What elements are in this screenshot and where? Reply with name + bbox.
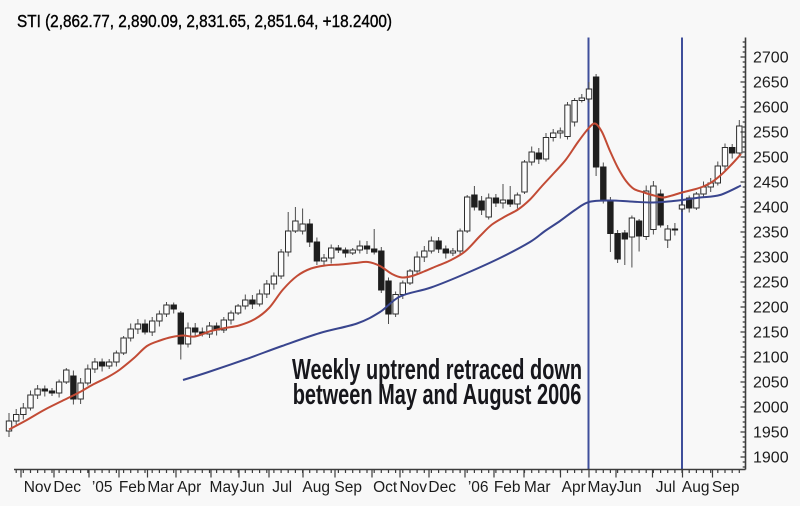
svg-text:May: May xyxy=(210,479,240,496)
svg-text:2650: 2650 xyxy=(753,75,789,92)
svg-text:Aug: Aug xyxy=(682,479,710,496)
svg-text:Jul: Jul xyxy=(272,479,292,496)
svg-text:Sep: Sep xyxy=(334,479,362,496)
svg-text:Nov: Nov xyxy=(24,479,52,496)
svg-text:Sep: Sep xyxy=(712,479,740,496)
svg-text:2450: 2450 xyxy=(753,175,789,192)
svg-text:2350: 2350 xyxy=(753,225,789,242)
svg-text:2600: 2600 xyxy=(753,100,789,117)
svg-text:’06: ’06 xyxy=(468,479,489,496)
svg-text:2300: 2300 xyxy=(753,250,789,267)
svg-text:Jul: Jul xyxy=(656,479,676,496)
svg-text:Mar: Mar xyxy=(524,479,551,496)
svg-text:Aug: Aug xyxy=(302,479,330,496)
svg-text:2250: 2250 xyxy=(753,275,789,292)
svg-text:2550: 2550 xyxy=(753,125,789,142)
svg-text:1900: 1900 xyxy=(753,450,789,467)
svg-text:2150: 2150 xyxy=(753,325,789,342)
svg-text:Apr: Apr xyxy=(177,479,201,496)
svg-text:Nov: Nov xyxy=(399,479,427,496)
svg-text:Oct: Oct xyxy=(373,479,398,496)
svg-text:’05: ’05 xyxy=(92,479,113,496)
svg-text:Apr: Apr xyxy=(562,479,586,496)
svg-text:Mar: Mar xyxy=(147,479,174,496)
svg-text:2050: 2050 xyxy=(753,375,789,392)
svg-text:Jun: Jun xyxy=(240,479,265,496)
svg-text:Feb: Feb xyxy=(119,479,146,496)
svg-text:2200: 2200 xyxy=(753,300,789,317)
svg-text:May: May xyxy=(588,479,618,496)
svg-text:2400: 2400 xyxy=(753,200,789,217)
svg-text:2100: 2100 xyxy=(753,350,789,367)
svg-text:2000: 2000 xyxy=(753,400,789,417)
svg-text:Feb: Feb xyxy=(494,479,521,496)
svg-text:1950: 1950 xyxy=(753,425,789,442)
svg-text:Dec: Dec xyxy=(53,479,81,496)
svg-text:Dec: Dec xyxy=(428,479,456,496)
svg-text:Jun: Jun xyxy=(617,479,642,496)
svg-text:2500: 2500 xyxy=(753,150,789,167)
svg-text:2700: 2700 xyxy=(753,50,789,67)
